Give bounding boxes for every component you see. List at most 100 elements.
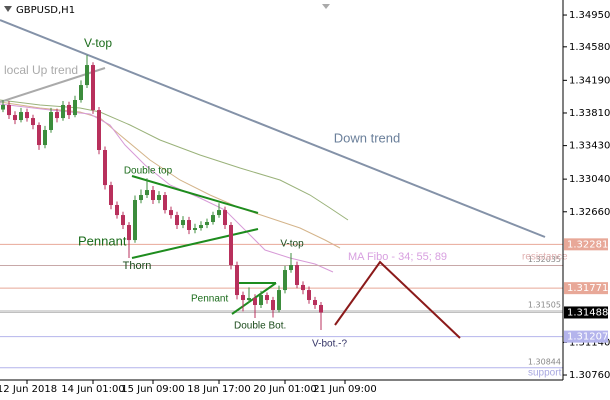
y-tick-label: 1.34580 — [569, 42, 610, 53]
candle-body — [241, 295, 245, 301]
annotation: Thorn — [123, 260, 152, 272]
candle-body — [265, 295, 269, 301]
candle-body — [31, 118, 35, 126]
candle-body — [181, 220, 185, 226]
level-label: 1.32035 — [528, 255, 561, 264]
candle-body — [259, 295, 263, 305]
candle-body — [247, 298, 251, 301]
candle-body — [205, 222, 209, 226]
price-tag — [564, 238, 608, 251]
candle-body — [127, 225, 131, 241]
x-tick-label: 14 Jun 01:00 — [61, 384, 125, 395]
candle-body — [169, 210, 173, 216]
pennant-lower — [131, 228, 259, 259]
candle-body — [109, 185, 113, 205]
symbol-icon[interactable] — [4, 6, 12, 12]
price-tag-label: 1.32281 — [567, 239, 608, 250]
candle-body — [97, 110, 101, 151]
candle-body — [139, 195, 143, 201]
price-tag-label: 1.31488 — [567, 307, 608, 318]
annotation: Down trend — [334, 130, 400, 145]
candle-body — [115, 204, 119, 216]
candle-body — [319, 304, 323, 313]
candle-body — [277, 290, 281, 310]
annotation: V-top — [84, 36, 112, 50]
candle-body — [301, 284, 305, 291]
annotation: Double top — [124, 166, 173, 177]
annotation: Pennant — [191, 294, 228, 305]
candle-body — [133, 200, 137, 241]
forecast-path — [334, 260, 461, 339]
candle-body — [283, 270, 287, 291]
candle-body — [199, 225, 203, 229]
candle-body — [7, 104, 11, 116]
candle-body — [223, 210, 227, 226]
shift-marker[interactable] — [322, 4, 330, 9]
x-tick-label: 15 Jun 09:00 — [121, 384, 185, 395]
x-tick-label: 21 Jun 09:00 — [313, 384, 377, 395]
candle-body — [211, 215, 215, 223]
candle-body — [175, 215, 179, 226]
candle-body — [295, 265, 299, 285]
x-tick-label: 12 Jun 2018 — [0, 384, 57, 395]
y-tick-label: 1.32660 — [569, 207, 610, 218]
candle-body — [229, 225, 233, 266]
annotation: local Up trend — [4, 63, 78, 77]
candle-body — [157, 195, 161, 201]
candle-body — [271, 300, 275, 310]
candle-body — [313, 300, 317, 305]
x-tick-label: 20 Jun 01:00 — [253, 384, 317, 395]
annotation: Pennant — [78, 233, 127, 248]
ma-55 — [0, 101, 341, 249]
candle-body — [103, 150, 107, 186]
candle-body — [1, 104, 5, 110]
annotation: resistance — [522, 252, 568, 263]
candles — [1, 55, 323, 330]
candle-body — [37, 125, 41, 146]
candle-body — [289, 265, 293, 271]
candle-body — [151, 190, 155, 201]
candle-body — [13, 115, 17, 121]
candle-body — [91, 65, 95, 111]
price-tag-label: 1.31771 — [567, 283, 608, 294]
candle-body — [145, 190, 149, 196]
y-tick-label: 1.33430 — [569, 141, 610, 152]
axes: 1.34950 1.34580 1.34190 1.33810 1.33430 1.330… — [0, 10, 610, 395]
candle-body — [25, 112, 29, 119]
y-tick-label: 1.31140 — [569, 337, 610, 348]
candle-body — [235, 265, 239, 296]
candle-body — [43, 129, 47, 146]
y-tick-label: 1.34190 — [569, 75, 610, 86]
candle-body — [55, 112, 59, 119]
candle-body — [73, 100, 77, 116]
annotation: MA Fibo - 34; 55; 89 — [348, 251, 447, 263]
level-label: 1.30844 — [528, 357, 561, 366]
annotation: Double Bot. — [234, 321, 286, 332]
y-tick-label: 1.34950 — [569, 10, 610, 21]
x-tick-label: 18 Jun 17:00 — [187, 384, 251, 395]
candle-body — [49, 112, 53, 130]
candle-body — [79, 85, 83, 101]
candle-body — [253, 298, 257, 305]
levels: 1.32035 1.31505 1.30844 — [0, 243, 563, 369]
annotation: support — [528, 368, 562, 379]
candle-body — [217, 210, 221, 216]
candle-body — [61, 104, 65, 119]
candle-body — [85, 65, 89, 86]
pennant-upper — [131, 175, 259, 214]
candle-body — [307, 290, 311, 301]
candle-body — [187, 220, 191, 230]
down-trend-line — [0, 19, 546, 238]
annotation: V-top — [280, 239, 304, 250]
price-tag — [564, 306, 608, 319]
price-tag-label: 1.31207 — [567, 332, 608, 343]
candle-body — [121, 215, 125, 226]
level-label: 1.31505 — [528, 301, 561, 310]
price-tag — [564, 282, 608, 295]
y-tick-label: 1.33810 — [569, 108, 610, 119]
candle-body — [19, 112, 23, 121]
y-tick-label: 1.30760 — [569, 370, 610, 381]
